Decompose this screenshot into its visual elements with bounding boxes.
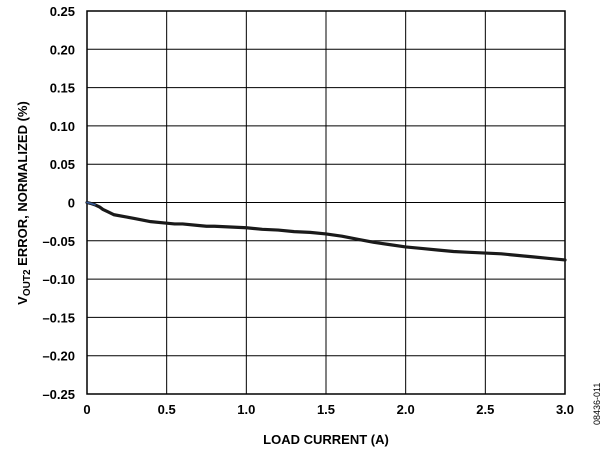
figure-id: 08436-011	[592, 383, 602, 425]
x-tick-label: 0	[83, 402, 90, 417]
x-tick-label: 1.5	[317, 402, 335, 417]
y-axis-title-prefix: V	[15, 296, 30, 305]
y-tick-label: –0.20	[42, 349, 75, 364]
x-tick-label: 2.0	[397, 402, 415, 417]
x-tick-labels: 0 0.5 1.0 1.5 2.0 2.5 3.0	[83, 402, 574, 417]
y-axis-title-subscript: OUT2	[22, 269, 33, 296]
y-tick-label: –0.15	[42, 310, 75, 325]
y-tick-label: 0.10	[50, 119, 75, 134]
x-tick-label: 2.5	[476, 402, 494, 417]
x-axis-title: LOAD CURRENT (A)	[263, 432, 389, 447]
series-start-segment	[86, 201, 96, 206]
y-tick-label: 0.15	[50, 81, 75, 96]
y-tick-labels: 0.25 0.20 0.15 0.10 0.05 0 –0.05 –0.10 –0.15 –0.2…	[42, 4, 75, 402]
y-tick-label: 0	[68, 196, 75, 211]
y-tick-label: –0.25	[42, 387, 75, 402]
y-tick-label: 0.25	[50, 4, 75, 19]
y-tick-label: –0.10	[42, 272, 75, 287]
y-tick-label: –0.05	[42, 234, 75, 249]
x-tick-label: 3.0	[556, 402, 574, 417]
series-layer	[85, 200, 567, 262]
y-tick-label: 0.20	[50, 42, 75, 57]
x-tick-label: 1.0	[237, 402, 255, 417]
y-axis-title-suffix: ERROR, NORMALIZED (%)	[15, 101, 30, 269]
y-tick-label: 0.05	[50, 157, 75, 172]
y-axis-title: VOUT2 ERROR, NORMALIZED (%)	[15, 101, 33, 305]
x-tick-label: 0.5	[158, 402, 176, 417]
series-line	[85, 200, 567, 262]
grid	[86, 10, 566, 395]
